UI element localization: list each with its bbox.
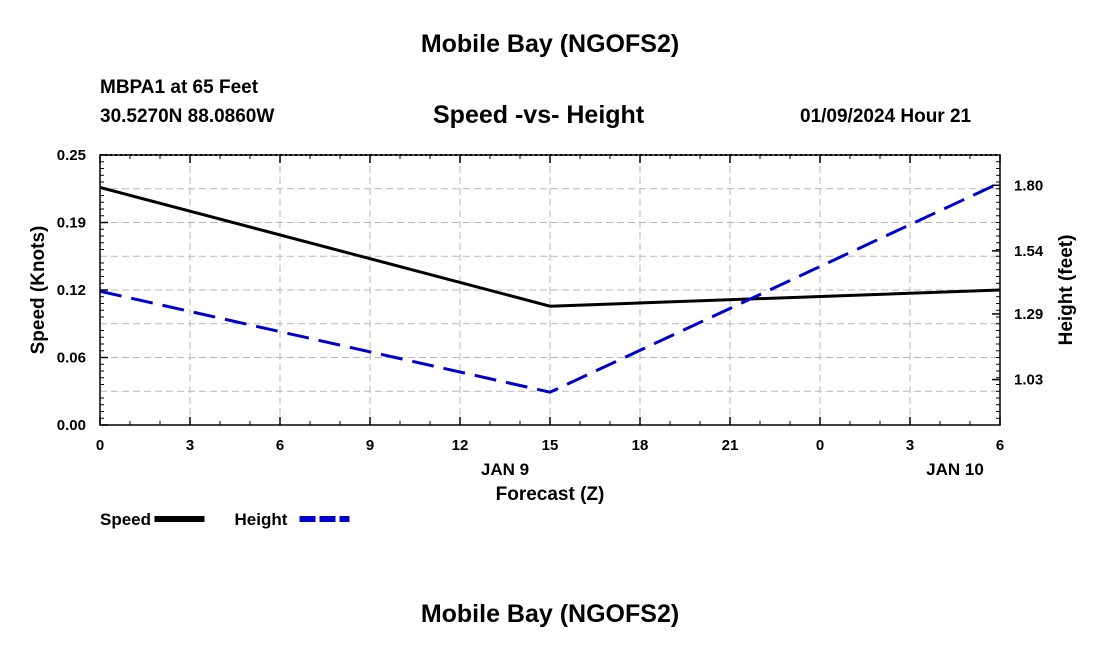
y2-axis-label: Height (feet): [1056, 235, 1077, 346]
y-tick-label: 0.19: [57, 215, 86, 232]
x-tick-label: 6: [276, 437, 284, 454]
station-label: MBPA1 at 65 Feet: [100, 77, 259, 98]
y2-tick-label: 1.80: [1014, 177, 1043, 194]
y-tick-label: 0.06: [57, 350, 86, 367]
station-coordinates: 30.5270N 88.0860W: [100, 106, 275, 127]
legend: Speed Height: [100, 510, 350, 529]
x-tick-label: 18: [632, 437, 649, 454]
x-tick-label: 6: [996, 437, 1004, 454]
x-tick-label: 15: [542, 437, 559, 454]
x-tick-label: 3: [186, 437, 194, 454]
y2-tick-label: 1.29: [1014, 306, 1043, 323]
axis-ticks: [99, 154, 1001, 426]
legend-label-speed: Speed: [100, 510, 151, 529]
grid: [100, 154, 1000, 425]
footer-title: Mobile Bay (NGOFS2): [420, 600, 680, 628]
y-tick-label: 0.00: [57, 417, 86, 434]
chart-subtitle: Speed -vs- Height: [433, 101, 645, 129]
x-axis-label: Forecast (Z): [496, 484, 605, 505]
x-date-label: JAN 9: [481, 460, 529, 479]
forecast-timestamp: 01/09/2024 Hour 21: [800, 106, 972, 127]
axis-labels: 0 3 6 9 12 15 18 21 0 3 6 JAN 9 JAN 10 0.00 0.06 0.12 0.…: [28, 147, 1077, 505]
x-tick-label: 21: [722, 437, 739, 454]
y2-tick-label: 1.03: [1014, 372, 1043, 389]
y2-tick-label: 1.54: [1014, 243, 1044, 260]
y-tick-label: 0.12: [57, 282, 86, 299]
x-tick-label: 3: [906, 437, 914, 454]
speed-height-chart: 0 3 6 9 12 15 18 21 0 3 6 JAN 9 JAN 10 0.00 0.06 0.12 0.…: [28, 147, 1077, 529]
chart-title: Mobile Bay (NGOFS2): [420, 30, 680, 58]
x-tick-label: 0: [96, 437, 104, 454]
x-date-label: JAN 10: [926, 460, 984, 479]
x-tick-label: 0: [816, 437, 824, 454]
x-tick-label: 9: [366, 437, 374, 454]
x-tick-label: 12: [452, 437, 469, 454]
y-tick-label: 0.25: [57, 147, 86, 164]
y-axis-label: Speed (Knots): [28, 226, 49, 355]
legend-label-height: Height: [235, 510, 288, 529]
